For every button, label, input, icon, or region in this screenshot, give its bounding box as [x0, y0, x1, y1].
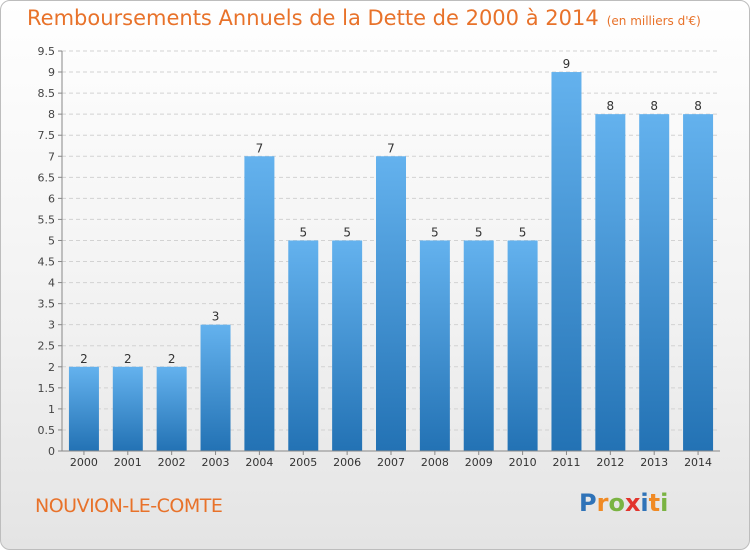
bar	[112, 366, 143, 451]
x-tick-label: 2007	[377, 456, 405, 469]
y-tick-label: 8.5	[38, 87, 56, 100]
x-tick-label: 2000	[70, 456, 98, 469]
commune-name: NOUVION-LE-COMTE	[35, 495, 223, 517]
bar-value-label: 5	[299, 225, 307, 239]
bar	[244, 156, 275, 451]
bar-value-label: 8	[694, 99, 702, 113]
x-tick-label: 2012	[596, 456, 624, 469]
x-tick-label: 2008	[421, 456, 449, 469]
bar-value-label: 7	[256, 141, 264, 155]
chart-title: Remboursements Annuels de la Dette de 20…	[27, 6, 701, 30]
bar	[332, 240, 363, 451]
x-tick-label: 2006	[333, 456, 361, 469]
bar	[200, 324, 231, 451]
bar-value-label: 5	[343, 225, 351, 239]
x-tick-label: 2010	[509, 456, 537, 469]
bar	[156, 366, 187, 451]
bar	[463, 240, 494, 451]
bar	[507, 240, 538, 451]
y-tick-label: 0.5	[38, 424, 56, 437]
x-tick-label: 2003	[202, 456, 230, 469]
bar-value-label: 3	[212, 310, 220, 324]
y-tick-label: 7	[48, 150, 55, 163]
bar	[639, 114, 670, 451]
y-tick-label: 7.5	[38, 129, 56, 142]
x-tick-label: 2004	[245, 456, 273, 469]
bar-value-label: 2	[168, 352, 176, 366]
x-tick-labels: 2000 2001 2002 2003 2004 2005 2006 2007 2008 2009…	[70, 451, 712, 469]
bar	[288, 240, 319, 451]
bar	[595, 114, 626, 451]
bar-value-label: 8	[607, 99, 615, 113]
x-tick-label: 2005	[289, 456, 317, 469]
bar	[551, 72, 582, 451]
y-tick-label: 1	[48, 403, 55, 416]
logo-letter: P	[579, 489, 597, 517]
y-tick-labels: 0 0.5 1 1.5 2 2.5 3 3.5 4 4.5 5 5.5 6 6.5 7 7.5 8 8.5 9 9.5	[38, 45, 62, 458]
proxiti-logo: Proxiti	[579, 489, 668, 517]
x-tick-label: 2002	[158, 456, 186, 469]
bar-value-label: 2	[124, 352, 132, 366]
y-tick-label: 8	[48, 108, 55, 121]
bar-value-label: 2	[80, 352, 88, 366]
bar-value-label: 5	[519, 225, 527, 239]
bar	[376, 156, 406, 451]
y-tick-label: 2.5	[38, 340, 56, 353]
x-tick-label: 2013	[640, 456, 668, 469]
x-tick-label: 2009	[465, 456, 493, 469]
logo-letter: i	[640, 489, 649, 517]
y-tick-label: 9	[48, 66, 55, 79]
x-tick-label: 2001	[114, 456, 142, 469]
logo-letter: r	[596, 489, 609, 517]
bar-chart: 0 0.5 1 1.5 2 2.5 3 3.5 4 4.5 5 5.5 6 6.5 7 7.5 8 8.5 9 9.5…	[38, 45, 720, 469]
y-tick-label: 6	[48, 192, 55, 205]
bars: 2 2 2 3 7 5 5 7 5 5 5 9 8 8 8	[68, 57, 714, 451]
y-tick-label: 3.5	[38, 298, 56, 311]
y-tick-label: 6.5	[38, 171, 56, 184]
logo-letter: t	[648, 489, 661, 517]
logo-letter: i	[660, 489, 669, 517]
x-tick-label: 2011	[552, 456, 580, 469]
y-tick-label: 3	[48, 319, 55, 332]
bar-value-label: 7	[387, 141, 395, 155]
y-tick-label: 5	[48, 234, 55, 247]
y-tick-label: 1.5	[38, 382, 56, 395]
title-text: Remboursements Annuels de la Dette de 20…	[27, 6, 599, 30]
y-tick-label: 5.5	[38, 213, 56, 226]
bar-value-label: 5	[431, 225, 439, 239]
x-tick-label: 2014	[684, 456, 712, 469]
logo-letter: o	[608, 489, 625, 517]
bar	[68, 366, 99, 451]
bar	[683, 114, 714, 451]
y-tick-label: 4	[48, 277, 55, 290]
bar-value-label: 9	[563, 57, 571, 71]
bar-value-label: 5	[475, 225, 483, 239]
y-tick-label: 0	[48, 445, 55, 458]
logo-letter: x	[624, 489, 641, 517]
unit-label: (en milliers d'€)	[606, 14, 701, 28]
y-tick-label: 9.5	[38, 45, 56, 58]
y-tick-label: 4.5	[38, 256, 56, 269]
bar	[419, 240, 450, 451]
y-tick-label: 2	[48, 361, 55, 374]
bar-value-label: 8	[650, 99, 658, 113]
